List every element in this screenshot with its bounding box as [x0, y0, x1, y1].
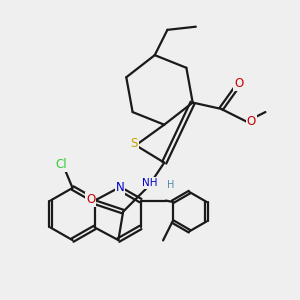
- Text: O: O: [234, 77, 243, 90]
- Text: O: O: [247, 115, 256, 128]
- Text: S: S: [130, 137, 138, 150]
- Text: H: H: [167, 180, 174, 190]
- Text: NH: NH: [142, 178, 158, 188]
- Text: N: N: [116, 182, 124, 194]
- Text: Cl: Cl: [56, 158, 67, 171]
- Text: O: O: [86, 193, 95, 206]
